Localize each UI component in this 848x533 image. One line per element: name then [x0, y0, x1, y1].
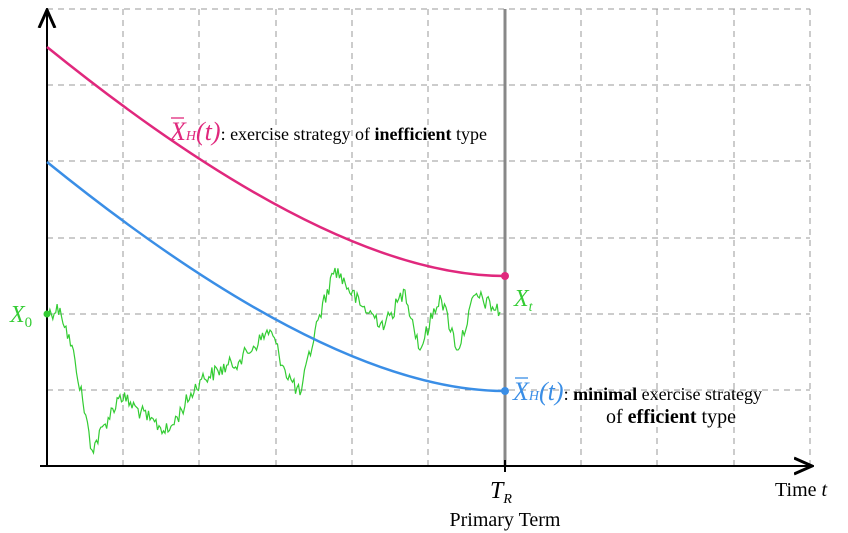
term-caption: Primary Term — [450, 509, 561, 531]
axis-label: Time t — [775, 479, 828, 501]
lower-end — [501, 387, 509, 395]
upper-curve — [46, 46, 506, 278]
process-path — [46, 267, 501, 455]
lower-label: XH(t): minimal exercise strategy — [512, 377, 762, 406]
term-label: TR — [490, 478, 512, 507]
upper-end — [501, 272, 509, 280]
lower-curve — [46, 161, 506, 393]
process-label: Xt — [513, 286, 534, 315]
lower-label-line2: of efficient type — [606, 406, 736, 428]
start-point — [43, 310, 51, 318]
start-label: X0 — [9, 302, 32, 331]
upper-label: XH(t): exercise strategy of inefficient … — [169, 117, 487, 146]
